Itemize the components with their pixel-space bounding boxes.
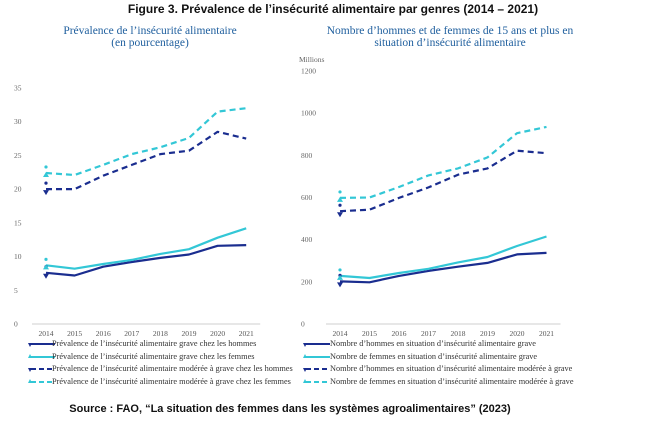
series-line-4 xyxy=(339,125,547,199)
legend-label: Nombre de femmes en situation d’insécuri… xyxy=(330,351,538,361)
legend-label: Prévalence de l’insécurité alimentaire m… xyxy=(52,364,293,373)
x-tick-label: 2016 xyxy=(96,329,111,338)
series-line-2 xyxy=(45,227,247,270)
x-tick-label: 2019 xyxy=(182,329,197,338)
legend-swatch xyxy=(28,353,55,358)
legend-swatch xyxy=(303,378,330,383)
arrow-up-icon xyxy=(303,378,307,383)
y-tick-label: 0 xyxy=(301,320,305,329)
figure-title: Figure 3. Prévalence de l’insécurité ali… xyxy=(127,2,539,16)
y-tick-label: 0 xyxy=(14,320,18,329)
arrow-up-icon xyxy=(28,353,32,358)
arrow-up-icon xyxy=(43,264,49,270)
legend-swatch xyxy=(28,343,55,347)
source-note: Source : FAO, “La situation des femmes d… xyxy=(69,403,511,415)
x-tick-label: 2021 xyxy=(539,329,554,338)
series-line-2 xyxy=(339,235,547,280)
legend-label: Nombre d’hommes en situation d’insécurit… xyxy=(330,364,573,373)
series-marker-dot xyxy=(338,268,342,272)
right-chart-title-line-1: Nombre d’hommes et de femmes de 15 ans e… xyxy=(326,25,574,37)
legend-label: Prévalence de l’insécurité alimentaire m… xyxy=(52,376,291,386)
legend-label: Prévalence de l’insécurité alimentaire g… xyxy=(52,351,255,361)
arrow-down-icon xyxy=(303,343,307,347)
series-marker-dot xyxy=(338,203,342,207)
y-axis-label: Millions xyxy=(299,55,325,64)
y-tick-label: 800 xyxy=(301,151,313,160)
x-tick-label: 2015 xyxy=(362,329,377,338)
arrow-up-icon xyxy=(43,171,49,177)
y-tick-label: 35 xyxy=(14,84,22,93)
y-tick-label: 200 xyxy=(301,277,313,286)
x-tick-label: 2018 xyxy=(153,329,168,338)
left-line-chart: 0 5 10 15 20 25 30 35 2014 2015 2016 2017 2018 2019 20… xyxy=(14,84,261,338)
legend-swatch xyxy=(28,378,55,383)
legend-swatch xyxy=(303,343,330,347)
arrow-down-icon xyxy=(303,368,307,372)
series-marker-dot xyxy=(44,257,48,261)
legend-label: Nombre de femmes en situation d’insécuri… xyxy=(330,376,574,386)
legend-swatch xyxy=(303,368,330,372)
series-line-3 xyxy=(339,149,547,213)
arrow-up-icon xyxy=(28,378,32,383)
series-line-1 xyxy=(45,244,247,277)
left-chart-title-line-1: Prévalence de l’insécurité alimentaire xyxy=(63,25,237,37)
x-tick-label: 2014 xyxy=(39,329,54,338)
x-tick-label: 2017 xyxy=(124,329,139,338)
arrow-up-icon xyxy=(337,196,343,202)
y-tick-label: 30 xyxy=(14,117,22,126)
arrow-up-icon xyxy=(303,353,307,358)
y-tick-label: 15 xyxy=(14,218,22,227)
legend-swatch xyxy=(303,353,330,358)
y-tick-label: 10 xyxy=(14,252,22,261)
right-chart-title-line-2: situation d’insécurité alimentaire xyxy=(374,37,526,49)
arrow-up-icon xyxy=(337,274,343,280)
legend-swatch xyxy=(28,368,55,372)
y-tick-label: 20 xyxy=(14,185,22,194)
y-tick-label: 5 xyxy=(14,286,18,295)
arrow-down-icon xyxy=(43,273,49,279)
x-tick-label: 2015 xyxy=(67,329,82,338)
right-chart-title: Nombre d’hommes et de femmes de 15 ans e… xyxy=(300,25,600,49)
arrow-down-icon xyxy=(43,190,49,196)
y-tick-label: 1000 xyxy=(301,109,316,118)
series-line-4 xyxy=(45,107,247,177)
series-line-3 xyxy=(46,130,247,191)
series-line-1 xyxy=(339,251,547,284)
arrow-down-icon xyxy=(28,368,32,372)
y-tick-label: 600 xyxy=(301,193,313,202)
x-tick-label: 2018 xyxy=(451,329,466,338)
series-marker-dot xyxy=(44,165,48,169)
x-tick-label: 2020 xyxy=(510,329,525,338)
y-tick-label: 400 xyxy=(301,235,313,244)
arrow-down-icon xyxy=(28,343,32,347)
series-marker-dot xyxy=(44,181,48,185)
x-tick-label: 2017 xyxy=(421,329,436,338)
y-tick-label: 1200 xyxy=(301,67,316,76)
y-tick-label: 25 xyxy=(14,151,22,160)
x-tick-label: 2019 xyxy=(480,329,495,338)
x-tick-label: 2016 xyxy=(392,329,407,338)
left-chart-title-line-2: (en pourcentage) xyxy=(111,37,189,49)
x-tick-label: 2014 xyxy=(333,329,348,338)
legend-label: Nombre d’hommes en situation d’insécurit… xyxy=(330,339,536,348)
arrow-down-icon xyxy=(337,212,343,218)
legend-label: Prévalence de l’insécurité alimentaire g… xyxy=(52,339,257,348)
series-marker-dot xyxy=(338,190,342,194)
x-tick-label: 2021 xyxy=(239,329,254,338)
x-tick-label: 2020 xyxy=(210,329,225,338)
arrow-down-icon xyxy=(337,282,343,288)
right-line-chart: Millions 0 200 400 600 800 1000 1200 2014 2015 201… xyxy=(299,55,561,338)
left-chart-title: Prévalence de l’insécurité alimentaire (… xyxy=(20,25,280,49)
